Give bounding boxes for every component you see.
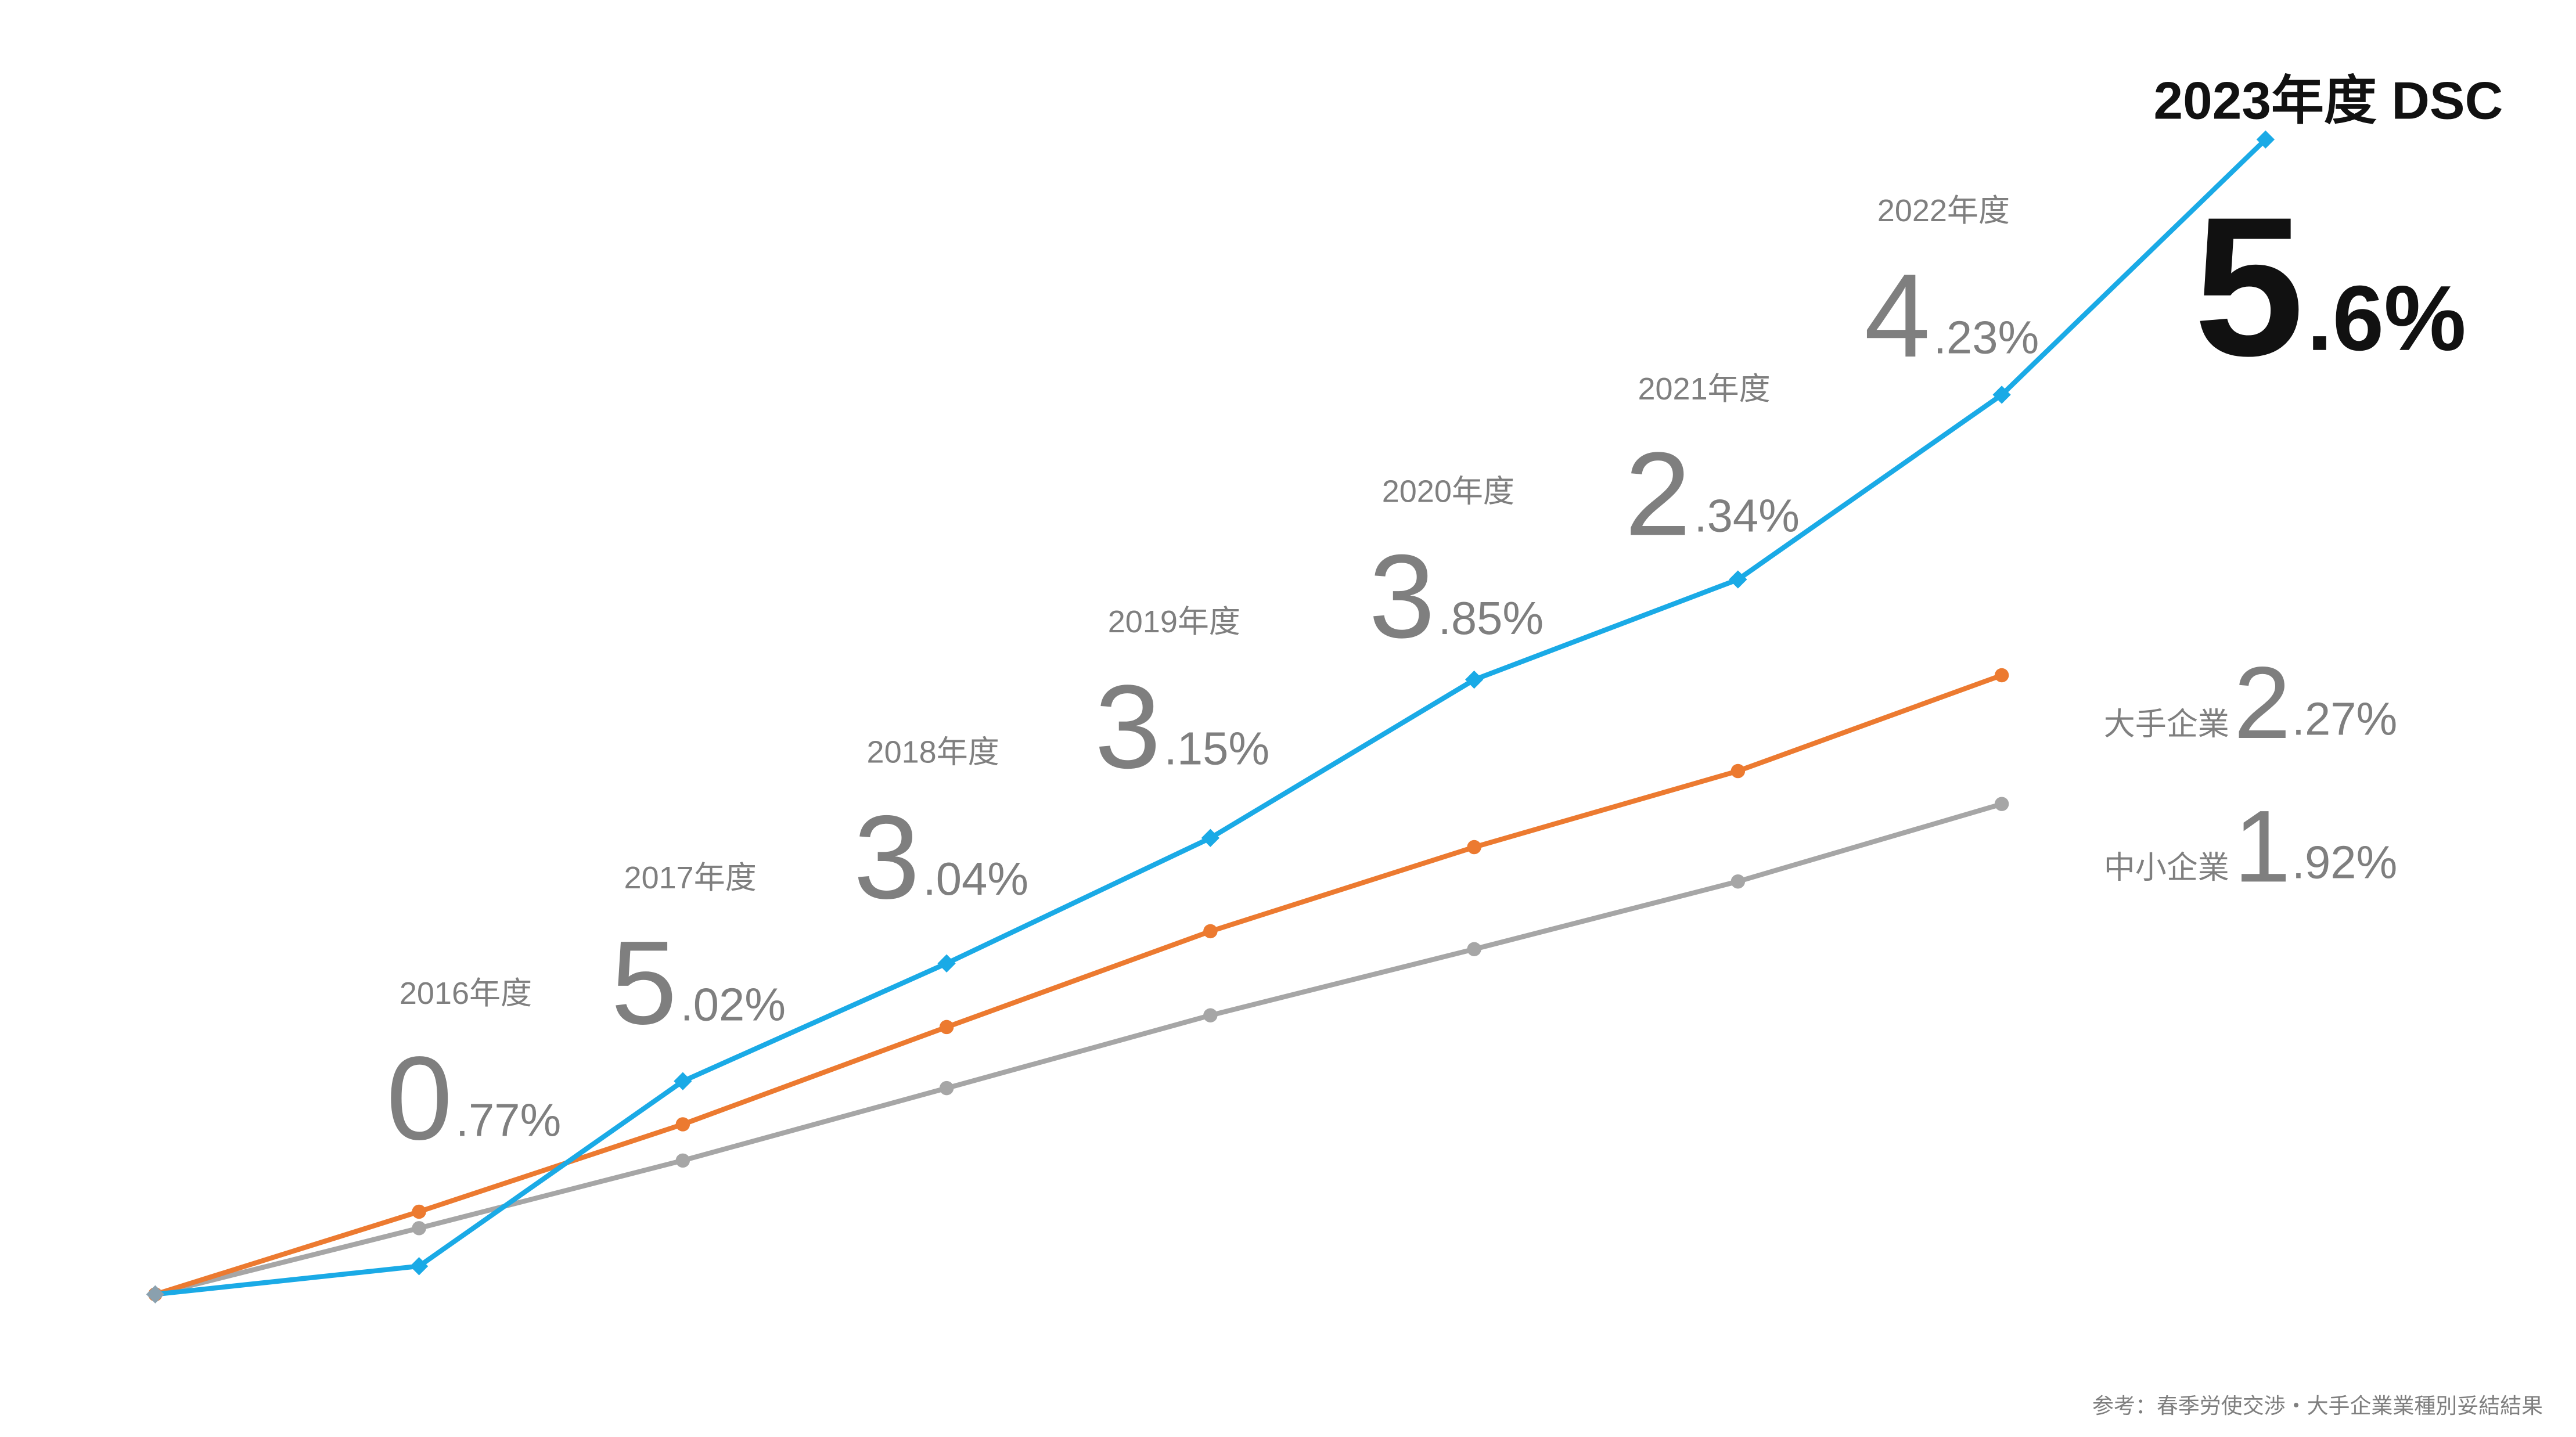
marker bbox=[412, 1221, 426, 1236]
chart-title: 2023年度 DSC bbox=[2154, 72, 2503, 131]
annotation-whole: 2 bbox=[1625, 428, 1691, 560]
marker bbox=[1203, 1008, 1218, 1022]
annotation-fraction: .34% bbox=[1694, 490, 1800, 542]
source-note: 参考：春季労使交渉・大手企業業種別妥結結果 bbox=[2092, 1394, 2543, 1418]
annotation-year: 2022年度 bbox=[1877, 193, 2010, 228]
marker bbox=[939, 1081, 954, 1096]
marker bbox=[1730, 874, 1746, 889]
marker bbox=[1730, 763, 1746, 779]
title-whole: 5 bbox=[2194, 176, 2304, 397]
annotation-fraction: .02% bbox=[681, 978, 786, 1030]
legend-whole: 1 bbox=[2234, 789, 2291, 903]
annotation-year: 2018年度 bbox=[867, 735, 999, 770]
annotation-whole: 5 bbox=[611, 917, 677, 1049]
annotation-whole: 4 bbox=[1864, 250, 1930, 382]
legend-fraction: .27% bbox=[2292, 693, 2397, 744]
legend-name: 大手企業 bbox=[2104, 707, 2229, 741]
annotation-whole: 0 bbox=[386, 1032, 452, 1165]
marker bbox=[675, 1117, 690, 1132]
title-fraction: .6% bbox=[2307, 266, 2466, 370]
marker bbox=[1467, 840, 1481, 855]
marker bbox=[146, 1285, 164, 1303]
annotation-fraction: .04% bbox=[923, 853, 1028, 905]
annotation-year: 2019年度 bbox=[1108, 604, 1240, 639]
annotation-whole: 3 bbox=[1369, 531, 1435, 663]
marker bbox=[1994, 797, 2009, 811]
legend-fraction: .92% bbox=[2292, 837, 2397, 888]
marker bbox=[937, 954, 956, 973]
labels: 2016年度0.77%2017年度5.02%2018年度3.04%2019年度3… bbox=[386, 193, 2397, 1165]
marker bbox=[939, 1020, 954, 1035]
marker bbox=[675, 1153, 690, 1168]
annotation-fraction: .15% bbox=[1164, 723, 1269, 775]
annotation-fraction: .23% bbox=[1934, 312, 2039, 363]
annotation-fraction: .85% bbox=[1438, 592, 1544, 644]
marker bbox=[409, 1257, 429, 1276]
marker bbox=[1992, 386, 2011, 404]
line bbox=[154, 672, 2003, 1297]
line bbox=[154, 801, 2003, 1297]
marker bbox=[1203, 924, 1218, 939]
annotation-year: 2021年度 bbox=[1638, 372, 1770, 406]
marker bbox=[412, 1204, 426, 1219]
legend-name: 中小企業 bbox=[2104, 851, 2229, 885]
marker bbox=[2256, 130, 2275, 149]
marker bbox=[1729, 570, 1747, 589]
marker bbox=[1994, 668, 2009, 683]
annotation-year: 2017年度 bbox=[624, 860, 757, 895]
annotation-whole: 3 bbox=[1095, 661, 1161, 793]
annotation-fraction: .77% bbox=[456, 1094, 561, 1146]
marker bbox=[674, 1072, 692, 1090]
annotation-year: 2016年度 bbox=[400, 976, 532, 1011]
annotation-whole: 3 bbox=[854, 791, 920, 924]
annotation-year: 2020年度 bbox=[1382, 474, 1514, 509]
legend-whole: 2 bbox=[2234, 646, 2291, 760]
marker bbox=[1467, 942, 1481, 956]
